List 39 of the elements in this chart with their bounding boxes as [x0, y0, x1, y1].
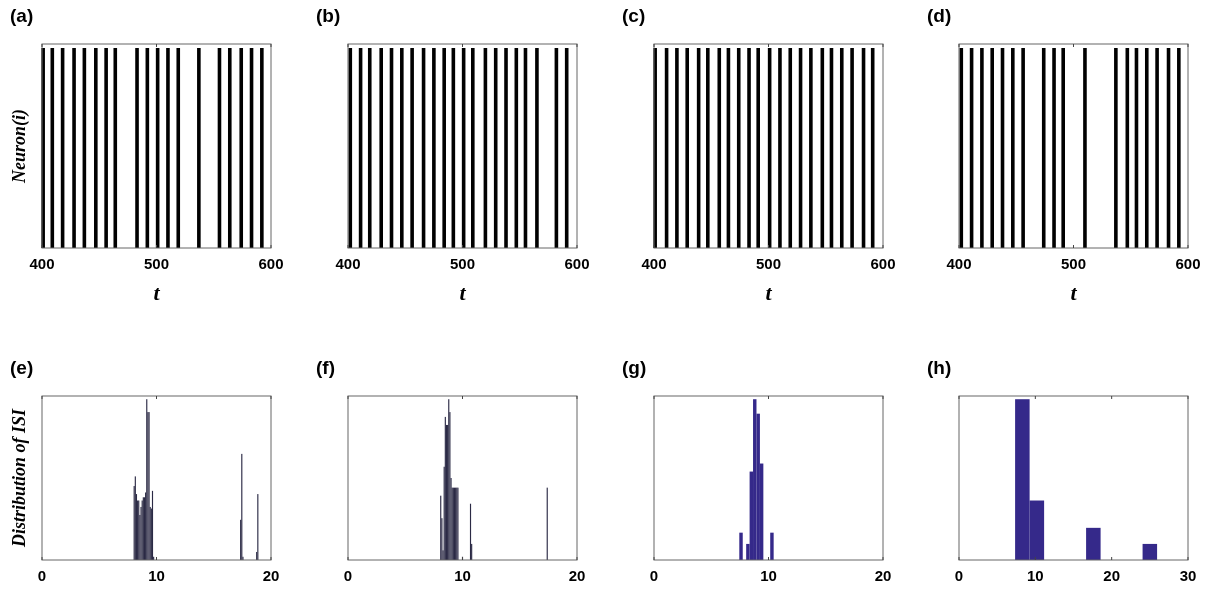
x-tick-label: 600: [258, 255, 284, 272]
x-tick-label: 20: [568, 567, 586, 584]
x-tick-label: 600: [870, 255, 896, 272]
x-tick-label: 0: [37, 567, 47, 584]
x-tick-label: 400: [946, 255, 972, 272]
chart-title: (b): [316, 5, 341, 26]
x-tick-label: 10: [760, 567, 777, 584]
x-tick-label: 500: [449, 255, 476, 272]
x-tick-label: 10: [454, 567, 471, 584]
x-tick-label: 0: [954, 567, 964, 584]
chart-title: (d): [927, 5, 952, 26]
x-tick-label: 400: [641, 255, 667, 272]
x-axis-title: t: [1070, 280, 1078, 305]
x-tick-label: 500: [143, 255, 170, 272]
x-tick-label: 500: [1060, 255, 1087, 272]
x-axis-title: t: [765, 280, 773, 305]
chart-title: (c): [622, 5, 646, 26]
x-tick-label: 20: [1103, 567, 1121, 584]
chart-title: (e): [10, 357, 34, 378]
y-axis-title: Neuron(i): [9, 108, 30, 185]
chart-title: (f): [316, 357, 335, 378]
x-tick-label: 10: [1026, 567, 1044, 584]
x-tick-label: 20: [874, 567, 892, 584]
chart-title: (h): [927, 357, 952, 378]
x-tick-label: 30: [1179, 567, 1197, 584]
x-tick-label: 400: [29, 255, 55, 272]
chart-title: (g): [622, 357, 647, 378]
x-axis-title: t: [153, 280, 161, 305]
x-axis-title: t: [459, 280, 467, 305]
chart-title: (a): [10, 5, 34, 26]
x-tick-label: 600: [1175, 255, 1201, 272]
x-tick-label: 600: [564, 255, 590, 272]
x-tick-label: 500: [755, 255, 782, 272]
y-axis-title: Distribution of ISI: [9, 407, 29, 549]
x-tick-label: 20: [262, 567, 280, 584]
x-tick-label: 400: [335, 255, 361, 272]
x-tick-label: 0: [649, 567, 659, 584]
x-tick-label: 10: [148, 567, 165, 584]
x-tick-label: 0: [343, 567, 353, 584]
